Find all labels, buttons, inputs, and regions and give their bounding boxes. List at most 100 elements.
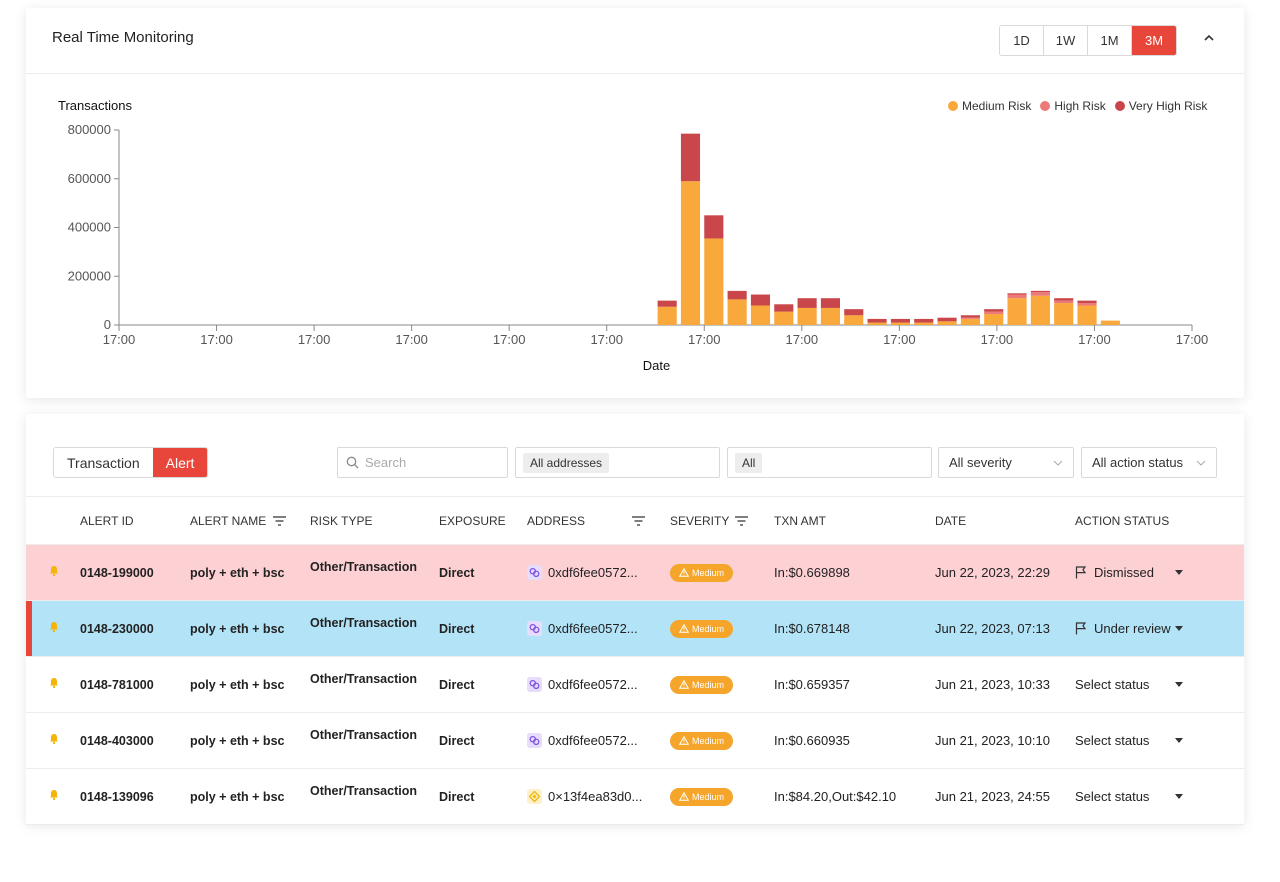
header-exposure-label: EXPOSURE [439,513,506,528]
action-status-cell[interactable]: Dismissed [1075,544,1244,601]
severity-badge: Medium [670,619,734,638]
action-status-dropdown[interactable]: Select status [1075,677,1183,692]
action-status-cell[interactable]: Select status [1075,712,1244,769]
severity-label: Medium [692,679,725,690]
header-risk-type-label: RISK TYPE [310,513,373,528]
address-cell[interactable]: 0xdf6fee0572... [527,712,670,769]
severity-select-value: All severity [949,455,1012,470]
header-alert-name[interactable]: ALERT NAME [190,496,310,545]
range-1m-button[interactable]: 1M [1088,26,1132,55]
range-3m-button[interactable]: 3M [1132,26,1176,55]
type-filter[interactable]: All [727,447,932,478]
address-link[interactable]: 0×13f4ea83d0... [527,789,670,804]
search-field[interactable] [337,447,508,478]
search-input[interactable] [365,455,495,470]
header-exposure[interactable]: EXPOSURE [439,496,527,545]
caret-down-icon [1175,626,1183,631]
severity-select[interactable]: All severity [938,447,1074,478]
header-risk-type[interactable]: RISK TYPE [310,496,439,545]
alert-id: 0148-230000 [80,600,190,657]
action-status-cell[interactable]: Under review [1075,600,1244,657]
legend-dot-icon [948,101,958,111]
action-status-cell[interactable]: Select status [1075,656,1244,713]
chevron-up-icon[interactable] [1202,31,1216,45]
bar-very-high [984,309,1004,312]
x-tick-label: 17:00 [786,332,819,347]
action-status-select[interactable]: All action status [1081,447,1217,478]
action-status-label: Dismissed [1094,565,1154,580]
bar-medium [914,322,934,325]
table-row[interactable]: 0148-139096 poly + eth + bsc Other/Trans… [26,768,1244,825]
risk-type: Other/Transaction [310,600,439,657]
header-action-status[interactable]: ACTION STATUS [1075,496,1244,545]
bar-very-high [704,215,724,239]
header-alert-id[interactable]: ALERT ID [80,496,190,545]
severity-cell: Medium [670,656,774,713]
severity-cell: Medium [670,544,774,601]
legend-item-very-high[interactable]: Very High Risk [1114,99,1207,113]
header-severity[interactable]: SEVERITY [670,496,774,545]
action-status-label: Select status [1075,789,1150,804]
bar-medium [1077,305,1097,325]
alert-date: Jun 22, 2023, 07:13 [935,600,1075,657]
exposure: Direct [439,768,527,825]
warning-icon [679,736,689,745]
bnb-icon [527,789,542,804]
header-txn-amt[interactable]: TXN AMT [774,496,935,545]
legend-item-medium[interactable]: Medium Risk [948,99,1031,113]
row-icon-cell [26,544,80,601]
action-status-dropdown[interactable]: Select status [1075,789,1183,804]
table-row[interactable]: 0148-230000 poly + eth + bsc Other/Trans… [26,600,1244,657]
header-date[interactable]: DATE [935,496,1075,545]
severity-badge: Medium [670,731,734,750]
chart-plot: 0 200000 400000 600000 800000 17:00 17:00 17:00… [68,122,1209,373]
range-1w-button[interactable]: 1W [1044,26,1088,55]
address-filter[interactable]: All addresses [515,447,720,478]
table-row[interactable]: 0148-403000 poly + eth + bsc Other/Trans… [26,712,1244,769]
bar-high [960,317,980,319]
filter-icon[interactable] [273,515,286,526]
header-address[interactable]: ADDRESS [527,496,670,545]
address-cell[interactable]: 0xdf6fee0572... [527,656,670,713]
alert-id: 0148-199000 [80,544,190,601]
caret-down-icon [1175,570,1183,575]
header-date-label: DATE [935,513,967,528]
address-link[interactable]: 0xdf6fee0572... [527,733,670,748]
flag-icon [1075,566,1087,579]
chevron-down-icon [1196,460,1206,466]
legend-item-high[interactable]: High Risk [1040,99,1106,113]
table-row[interactable]: 0148-199000 poly + eth + bsc Other/Trans… [26,544,1244,601]
filter-icon[interactable] [735,515,748,526]
address-cell[interactable]: 0×13f4ea83d0... [527,768,670,825]
address-text: 0xdf6fee0572... [548,677,638,692]
range-1d-button[interactable]: 1D [1000,26,1044,55]
bar-medium [727,299,747,325]
severity-badge: Medium [670,675,734,694]
txn-amount: In:$0.678148 [774,600,935,657]
bar-medium [1030,295,1050,325]
bell-icon [50,566,58,577]
alert-id: 0148-403000 [80,712,190,769]
action-status-dropdown[interactable]: Select status [1075,733,1183,748]
x-tick-label: 17:00 [395,332,428,347]
bar-medium [984,314,1004,325]
address-cell[interactable]: 0xdf6fee0572... [527,600,670,657]
transaction-tab[interactable]: Transaction [54,448,153,477]
action-status-cell[interactable]: Select status [1075,768,1244,825]
action-status-dropdown[interactable]: Dismissed [1075,565,1183,580]
bar-medium [890,322,910,325]
address-link[interactable]: 0xdf6fee0572... [527,565,670,580]
address-text: 0×13f4ea83d0... [548,789,643,804]
filter-icon[interactable] [632,515,645,526]
bar-high [1054,300,1074,304]
address-link[interactable]: 0xdf6fee0572... [527,621,670,636]
address-link[interactable]: 0xdf6fee0572... [527,677,670,692]
bar-high [1030,292,1050,296]
table-row[interactable]: 0148-781000 poly + eth + bsc Other/Trans… [26,656,1244,713]
alert-tab[interactable]: Alert [152,448,208,477]
x-tick-label: 17:00 [1078,332,1111,347]
severity-cell: Medium [670,712,774,769]
address-cell[interactable]: 0xdf6fee0572... [527,544,670,601]
x-tick-label: 17:00 [1176,332,1209,347]
action-status-dropdown[interactable]: Under review [1075,621,1183,636]
